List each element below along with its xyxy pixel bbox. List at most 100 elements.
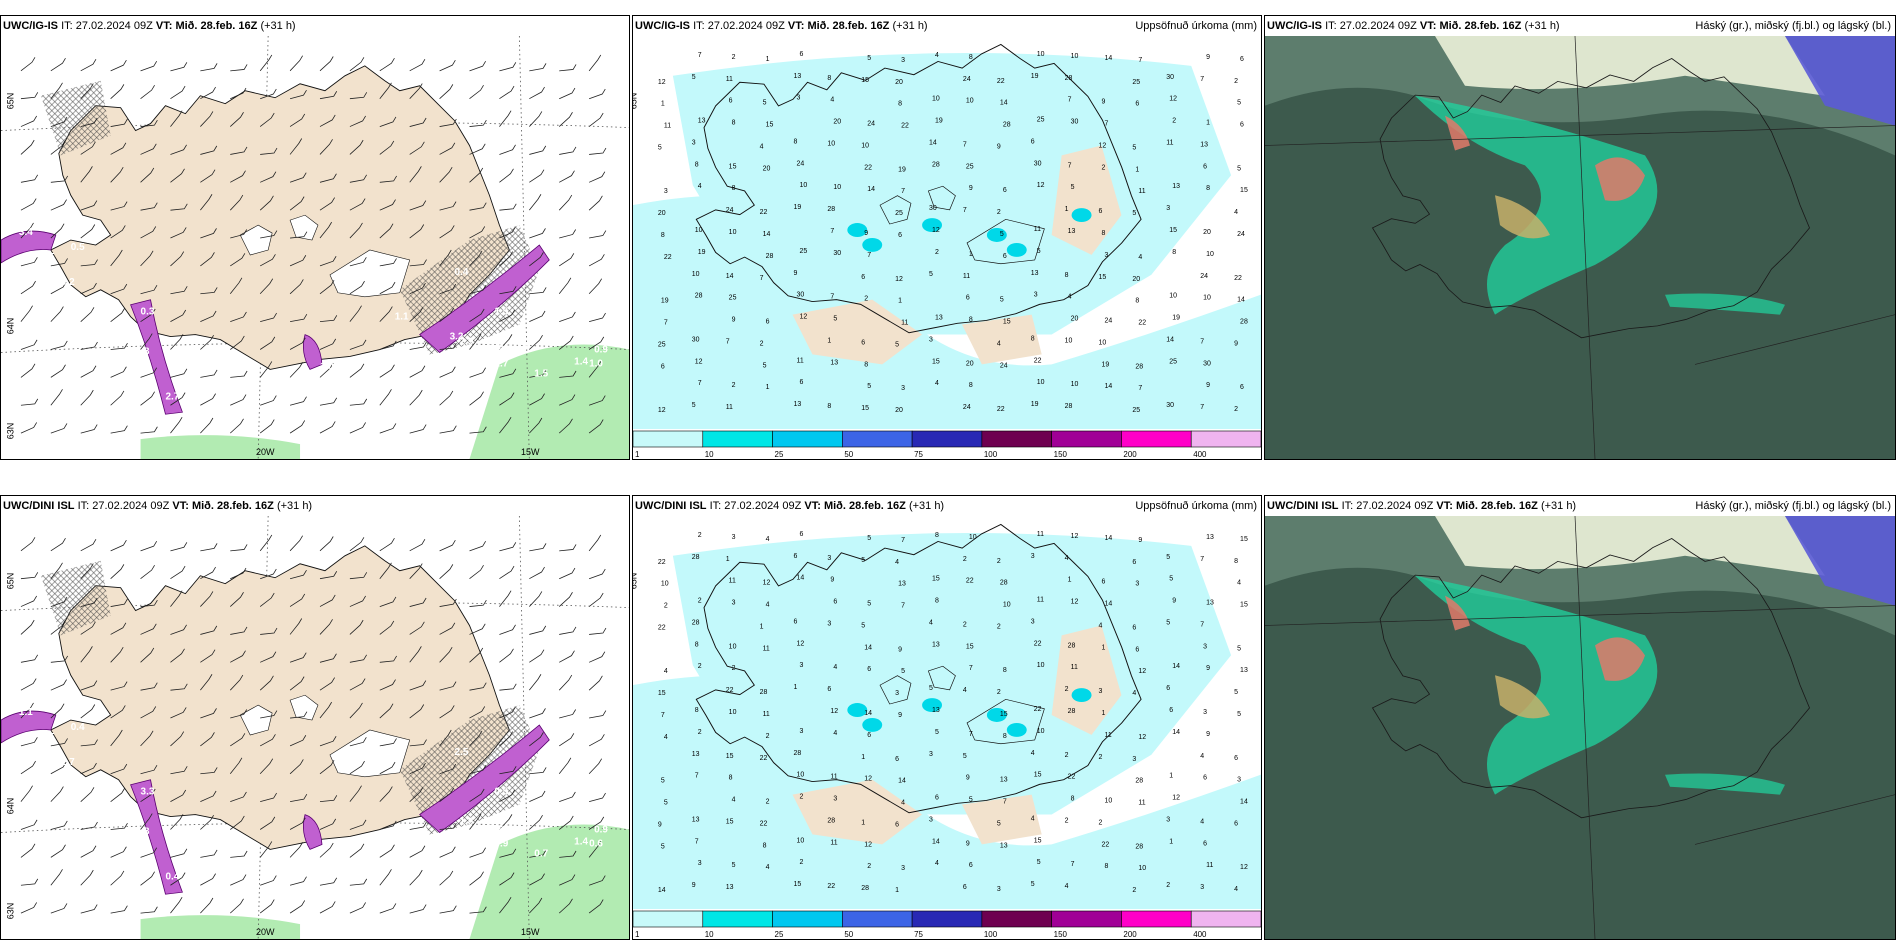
wind-barbs — [20, 54, 607, 434]
gust-hatch — [399, 225, 540, 355]
precip-value: 6 — [1203, 840, 1207, 847]
wind-barb — [50, 786, 64, 802]
precip-value: 25 — [1132, 407, 1140, 414]
wind-barb — [529, 649, 545, 663]
wind-barb — [349, 422, 366, 434]
panel-header: UWC/IG-IS IT: 27.02.2024 09Z VT: Mið. 28… — [1265, 16, 1895, 36]
precip-value: 10 — [1065, 337, 1073, 344]
wind-barb — [50, 562, 63, 579]
precip-value: 6 — [1135, 101, 1139, 108]
wind-gust-band — [130, 779, 183, 895]
precip-value: 6 — [766, 319, 770, 326]
lead-time: (+31 h) — [892, 20, 928, 32]
precip-value: 20 — [966, 360, 974, 367]
wind-barb — [319, 114, 336, 127]
wind-barb — [558, 815, 574, 830]
wind-barb — [529, 86, 545, 100]
precip-value: 5 — [1237, 165, 1241, 172]
wind-barb — [50, 223, 65, 239]
precip-value: 6 — [1099, 208, 1103, 215]
wind-barb — [200, 252, 215, 267]
precip-value: 22 — [1034, 640, 1042, 647]
precip-value: 10 — [729, 229, 737, 236]
wind-barb — [80, 282, 97, 295]
wind-barb — [140, 813, 153, 830]
precip-value: 2 — [1102, 164, 1106, 171]
wind-barb — [80, 904, 98, 914]
precip-value: 10 — [1037, 662, 1045, 669]
wind-barb — [260, 395, 277, 406]
mid-cloud — [1495, 195, 1550, 239]
wind-barb — [230, 650, 246, 663]
precip-value: 5 — [867, 383, 871, 390]
precip-value: 13 — [692, 751, 700, 758]
wind-barb — [110, 598, 128, 607]
wind-barb — [439, 166, 453, 183]
wind-barb — [469, 906, 487, 914]
wind-gust-band — [130, 299, 183, 415]
wind-barb — [469, 730, 483, 747]
wind-barb — [50, 389, 63, 406]
wind-barb — [499, 144, 516, 155]
wind-barb — [259, 675, 274, 691]
precip-value: 1 — [1206, 120, 1210, 127]
wind-barb — [529, 334, 543, 350]
lat-label-65n: 65N — [632, 572, 639, 590]
wind-barb — [50, 199, 67, 211]
wind-barb — [260, 875, 277, 886]
precip-value: 8 — [732, 120, 736, 127]
precip-value: 25 — [895, 210, 903, 217]
precip-value: 4 — [664, 734, 668, 741]
precip-value: 15 — [793, 881, 801, 888]
precip-cell — [922, 218, 943, 233]
gust-value-label: 0.9 — [494, 838, 508, 849]
wind-barb — [170, 766, 188, 775]
precip-value: 15 — [1000, 711, 1008, 718]
wind-barb — [20, 57, 36, 72]
precip-value: 4 — [1068, 294, 1072, 301]
precip-value: 13 — [698, 118, 706, 125]
precip-value: 3 — [997, 886, 1001, 893]
wind-barb — [409, 141, 425, 155]
colorbar-tick-label: 75 — [914, 930, 923, 939]
wind-barb — [499, 896, 512, 914]
precip-value: 13 — [1068, 228, 1076, 235]
precip-value: 14 — [1240, 799, 1248, 806]
gust-value-label: 1.0 — [320, 361, 334, 372]
wind-barb — [230, 253, 246, 267]
gust-value-label: 0.7 — [514, 822, 528, 833]
wind-barb — [20, 363, 36, 378]
wind-barb — [529, 897, 543, 914]
precip-value: 13 — [935, 315, 943, 322]
precip-value: 2 — [732, 382, 736, 389]
precip-value: 12 — [658, 407, 666, 414]
wind-barb — [20, 398, 39, 406]
precip-value: 7 — [963, 141, 967, 148]
wind-barb — [469, 250, 483, 267]
precip-value: 22 — [1234, 275, 1242, 282]
iceland-coastline — [1371, 538, 1810, 819]
precip-value: 20 — [658, 210, 666, 217]
precip-value: 12 — [932, 227, 940, 234]
precip-cell — [862, 237, 883, 252]
wind-barb — [229, 757, 243, 775]
wind-barb — [289, 593, 306, 607]
precip-value: 3 — [732, 534, 736, 541]
precip-value: 9 — [966, 775, 970, 782]
wind-barb — [499, 368, 517, 378]
precip-value: 4 — [1200, 818, 1204, 825]
precip-cell — [847, 703, 868, 717]
wind-barb — [439, 622, 456, 635]
precip-cell — [1071, 208, 1092, 223]
wind-barb — [230, 112, 244, 127]
wind-barb — [349, 902, 366, 914]
precip-value: 19 — [898, 166, 906, 173]
wind-barb — [379, 57, 395, 72]
wind-barb — [259, 419, 275, 434]
wind-barb — [529, 543, 547, 552]
precip-value: 5 — [935, 729, 939, 736]
wind-barb — [529, 790, 546, 803]
init-time: 27.02.2024 09Z — [707, 20, 785, 32]
wind-barb — [469, 84, 484, 100]
wind-barb — [170, 789, 187, 802]
